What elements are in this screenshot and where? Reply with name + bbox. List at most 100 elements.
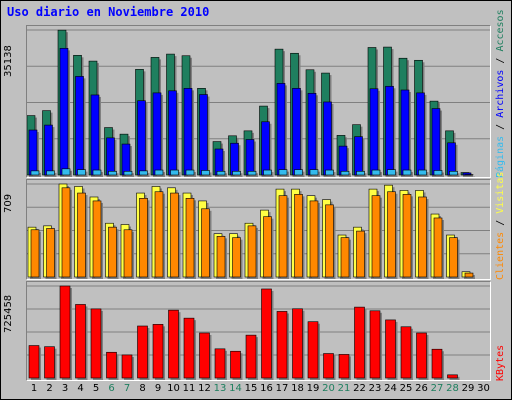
bar-kbytes-day-4 (75, 304, 86, 379)
legend-accesos: Accesos (495, 9, 506, 52)
visits-panel (26, 179, 491, 280)
kbytes-legend: KBytes (495, 281, 509, 381)
x-tick-label-day-11: 11 (182, 383, 196, 394)
bar-archivos-day-25 (400, 89, 410, 176)
x-tick-label-day-23: 23 (368, 383, 382, 394)
x-tick-label-day-15: 15 (244, 383, 258, 394)
bar-kbytes-day-28-shadow (449, 376, 460, 380)
bar-clientes-day-2 (46, 228, 55, 278)
chart-title: Uso diario en Noviembre 2010 (7, 5, 210, 19)
x-tick-label-day-28: 28 (446, 383, 459, 394)
bar-archivos-day-19 (307, 92, 317, 176)
bar-kbytes-day-12 (199, 332, 210, 379)
bar-páginas-day-4 (77, 169, 86, 176)
bar-kbytes-day-6 (106, 351, 117, 379)
bar-clientes-day-19 (309, 200, 319, 278)
bar-kbytes-day-5 (90, 308, 102, 379)
bar-clientes-day-11 (185, 197, 195, 278)
bar-kbytes-day-17 (276, 311, 288, 379)
legend-kbytes: KBytes (495, 344, 506, 381)
legend-separator: / (495, 117, 506, 136)
x-tick-label-day-2: 2 (46, 383, 53, 394)
bar-clientes-day-18 (294, 194, 303, 278)
x-tick-label-day-7: 7 (123, 383, 131, 394)
bar-archivos-day-27 (431, 108, 441, 176)
hits-legend: Páginas / Archivos / Accesos (495, 9, 509, 178)
x-tick-label-day-14: 14 (229, 383, 242, 394)
x-tick-label-day-13: 13 (213, 383, 227, 394)
bar-archivos-day-22 (354, 136, 363, 176)
bar-páginas-day-20 (325, 169, 334, 176)
bar-clientes-day-3 (61, 187, 71, 278)
x-tick-label-day-5: 5 (92, 383, 100, 394)
x-tick-label-day-22: 22 (353, 383, 366, 394)
bar-archivos-day-20 (323, 101, 332, 176)
bar-kbytes-day-15 (245, 334, 257, 379)
bar-páginas-day-11 (185, 169, 195, 176)
bar-clientes-day-10 (170, 192, 179, 278)
bar-kbytes-day-2 (44, 346, 55, 379)
bar-clientes-day-26 (418, 196, 427, 278)
bar-archivos-day-23 (369, 88, 379, 176)
x-axis: 1 2 3 4 5 6 7 8 9 10 11 12 13 14 15 16 17 18 19 20 21 22 23 24 2… (26, 383, 491, 397)
bar-clientes-day-21 (340, 237, 350, 278)
x-tick-label-day-21: 21 (337, 383, 351, 394)
bar-archivos-day-15 (245, 139, 255, 176)
bar-páginas-day-26 (418, 169, 427, 176)
legend-visitas: Visitas (495, 171, 506, 214)
bar-clientes-day-8 (139, 197, 148, 278)
bar-páginas-day-15 (247, 170, 257, 176)
visits-legend: Clientes / Visitas (495, 172, 509, 280)
bar-archivos-day-28 (447, 142, 456, 176)
bar-páginas-day-13 (216, 170, 226, 176)
bar-páginas-day-3 (61, 168, 71, 176)
bar-clientes-day-15 (247, 225, 257, 278)
bar-clientes-day-20 (325, 204, 334, 278)
bar-páginas-day-22 (356, 170, 365, 176)
bar-páginas-day-6 (108, 170, 117, 176)
bar-páginas-day-24 (387, 169, 396, 176)
bar-archivos-day-10 (168, 90, 177, 176)
x-tick-label-day-12: 12 (198, 383, 211, 394)
bar-archivos-day-5 (90, 94, 100, 176)
bar-kbytes-day-24 (385, 319, 396, 379)
bar-kbytes-day-7 (121, 354, 133, 379)
bar-clientes-day-1 (30, 229, 40, 278)
bar-clientes-day-24 (387, 191, 396, 278)
bar-clientes-day-7 (123, 229, 133, 278)
hits-chart (27, 29, 490, 177)
bar-páginas-day-14 (232, 170, 241, 176)
bar-páginas-day-17 (278, 169, 288, 176)
bar-archivos-day-14 (230, 142, 239, 176)
bar-archivos-day-3 (59, 48, 69, 176)
bar-clientes-day-25 (402, 194, 412, 278)
bar-páginas-day-18 (294, 169, 303, 176)
x-tick-label-day-30: 30 (477, 383, 490, 394)
bar-kbytes-day-11 (183, 317, 195, 379)
legend-separator: / (495, 213, 506, 232)
bar-kbytes-day-25 (400, 326, 412, 379)
bar-archivos-day-8 (137, 100, 146, 176)
bar-archivos-day-2 (44, 124, 53, 176)
bar-páginas-day-5 (92, 169, 102, 176)
bar-archivos-day-24 (385, 85, 394, 176)
bar-kbytes-day-21 (338, 354, 350, 379)
bar-páginas-day-12 (201, 170, 210, 176)
kbytes-panel (26, 281, 491, 381)
bar-clientes-day-23 (371, 195, 381, 278)
kbytes-chart (27, 285, 490, 380)
bar-kbytes-day-3 (59, 285, 71, 379)
bar-archivos-day-26 (416, 92, 425, 176)
bar-archivos-day-29-shadow (465, 174, 473, 177)
bar-kbytes-day-20 (323, 353, 334, 379)
hits-ymax-label: 35138 (3, 45, 14, 77)
bar-páginas-day-21 (340, 170, 350, 176)
legend-clientes: Clientes (495, 231, 506, 280)
bar-clientes-day-29 (464, 272, 474, 278)
bar-páginas-day-7 (123, 170, 133, 176)
bar-páginas-day-23 (371, 169, 381, 176)
x-tick-label-day-3: 3 (61, 383, 69, 394)
bar-clientes-day-22 (356, 230, 365, 278)
bar-kbytes-day-22 (354, 306, 365, 379)
